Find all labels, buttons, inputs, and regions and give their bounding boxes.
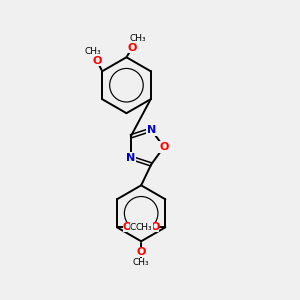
- Text: CH₃: CH₃: [130, 34, 146, 43]
- Text: CH₃: CH₃: [136, 223, 152, 232]
- Text: O: O: [136, 247, 146, 257]
- Text: CH₃: CH₃: [130, 223, 146, 232]
- Text: N: N: [147, 125, 156, 135]
- Text: O: O: [128, 43, 137, 53]
- Text: O: O: [92, 56, 102, 66]
- Text: CH₃: CH₃: [84, 47, 101, 56]
- Text: N: N: [126, 153, 135, 163]
- Text: O: O: [123, 222, 132, 232]
- Text: O: O: [159, 142, 169, 152]
- Text: O: O: [150, 222, 160, 232]
- Text: CH₃: CH₃: [133, 258, 149, 267]
